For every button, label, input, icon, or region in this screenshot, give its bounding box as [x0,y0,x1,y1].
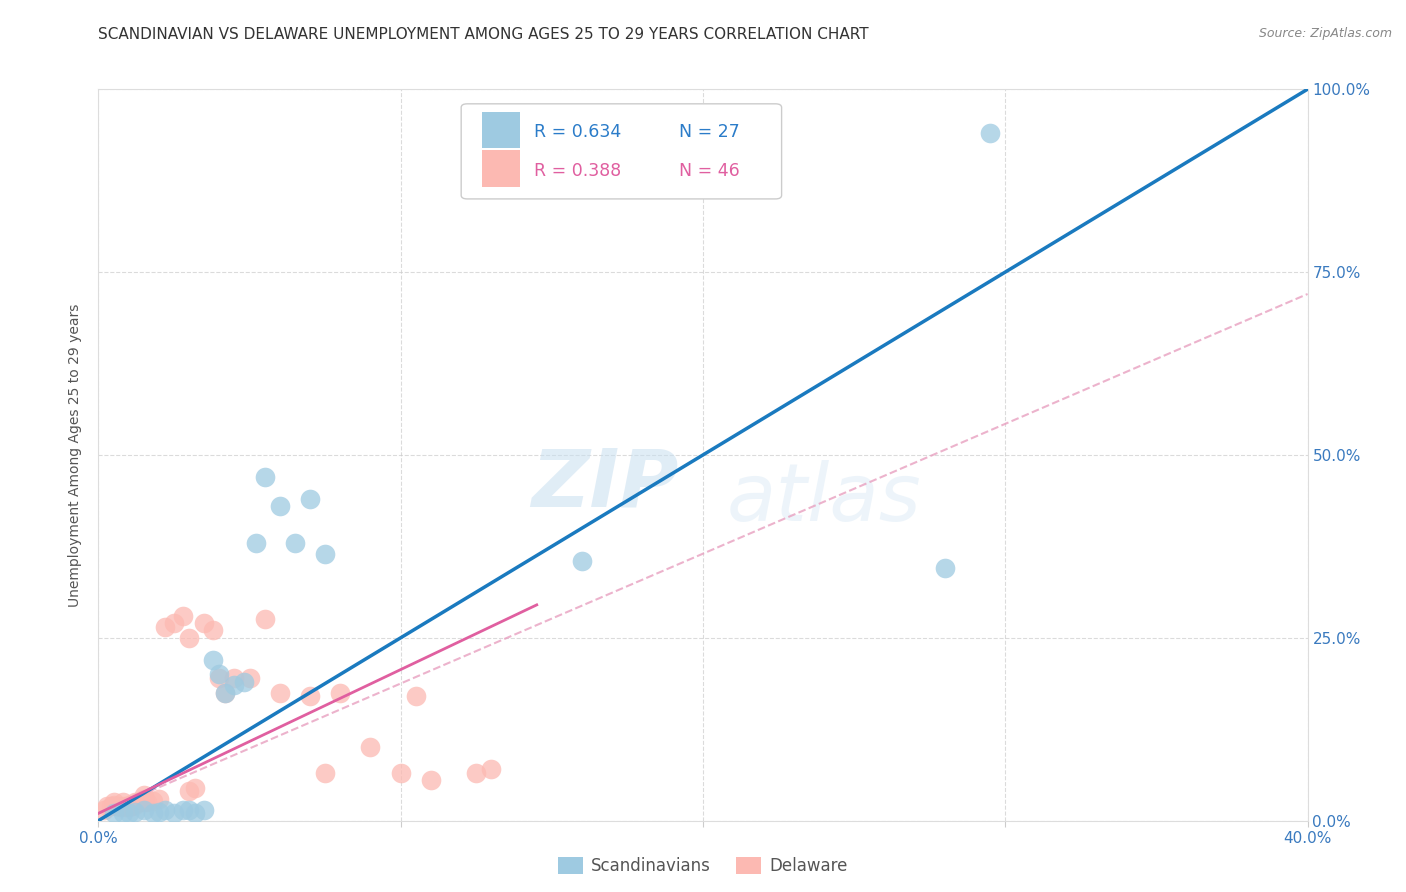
Text: R = 0.388: R = 0.388 [534,161,621,179]
Point [111,806,134,821]
Text: Source: ZipAtlas.com: Source: ZipAtlas.com [1258,27,1392,40]
Point [142,806,165,821]
Point [214,686,236,700]
Point [105,799,128,814]
Point [103,796,125,810]
Point [571,554,593,568]
Point [193,616,215,631]
Point [163,616,186,631]
Point [208,671,231,685]
Point [108,800,131,814]
Text: R = 0.634: R = 0.634 [534,123,621,141]
Point [253,470,276,484]
FancyBboxPatch shape [461,103,782,199]
Point [420,773,443,788]
Point [118,806,141,821]
Point [132,803,155,817]
Point [124,796,146,810]
Point [100,799,122,814]
Point [163,806,186,821]
FancyBboxPatch shape [482,150,520,186]
Point [103,806,125,821]
Point [118,797,141,812]
Point [153,620,176,634]
Point [127,796,149,810]
Point [360,740,382,755]
Point [299,690,322,704]
Point [132,788,155,802]
Point [202,653,225,667]
Legend: Scandinavians, Delaware: Scandinavians, Delaware [551,850,855,882]
Y-axis label: Unemployment Among Ages 25 to 29 years: Unemployment Among Ages 25 to 29 years [69,303,83,607]
Point [148,805,170,819]
Point [124,805,146,819]
Point [132,791,155,805]
Point [934,561,956,575]
Point [389,766,412,780]
Point [224,671,246,685]
Point [193,803,215,817]
Point [269,686,291,700]
Point [142,794,165,808]
Point [208,667,231,681]
Point [124,797,146,812]
Point [111,799,134,814]
Point [103,797,125,812]
Point [239,671,262,685]
Point [245,535,267,549]
Text: ZIP: ZIP [531,445,679,524]
Point [172,608,194,623]
Point [184,806,207,821]
Point [284,535,307,549]
Point [135,796,157,810]
Point [93,803,115,817]
Point [172,803,194,817]
Text: SCANDINAVIAN VS DELAWARE UNEMPLOYMENT AMONG AGES 25 TO 29 YEARS CORRELATION CHAR: SCANDINAVIAN VS DELAWARE UNEMPLOYMENT AM… [98,27,869,42]
Point [405,690,427,704]
Point [481,763,503,777]
FancyBboxPatch shape [482,112,520,148]
Point [214,686,236,700]
Text: atlas: atlas [727,459,922,538]
Point [184,780,207,795]
Point [299,491,322,506]
Point [179,784,201,798]
Point [329,686,352,700]
Point [114,800,136,814]
Point [224,678,246,692]
Point [179,803,201,817]
Text: N = 46: N = 46 [679,161,740,179]
Point [96,799,118,814]
Point [153,803,176,817]
Point [111,796,134,810]
Point [314,547,336,561]
Point [202,624,225,638]
Point [979,126,1001,140]
Point [253,613,276,627]
Point [179,631,201,645]
Point [269,499,291,513]
Point [465,766,488,780]
Point [118,799,141,814]
Point [314,766,336,780]
Point [132,796,155,810]
Text: N = 27: N = 27 [679,123,740,141]
Point [148,791,170,805]
Point [118,800,141,814]
Point [232,674,254,689]
Point [121,799,143,814]
